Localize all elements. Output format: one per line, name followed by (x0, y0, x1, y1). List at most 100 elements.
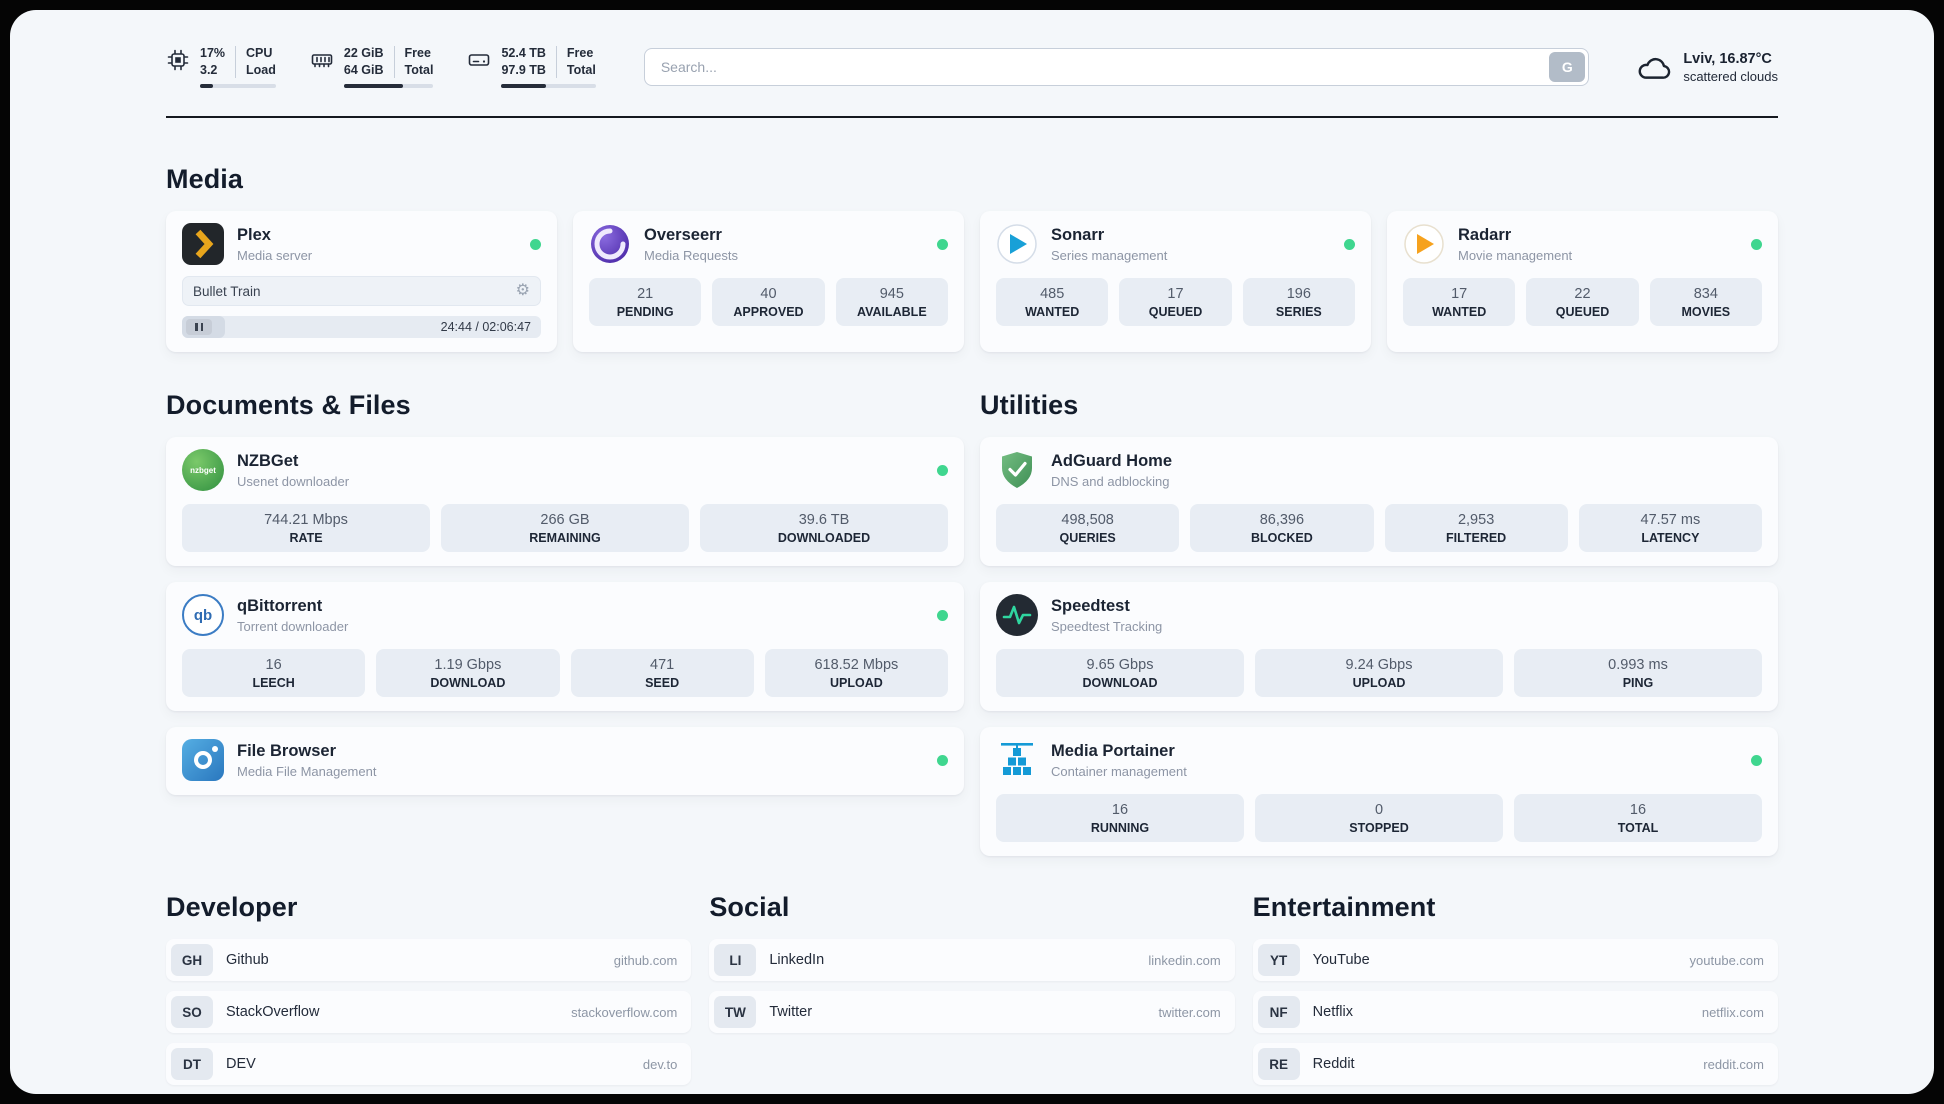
social-section-title: Social (709, 892, 790, 922)
cpu-metric: 17% 3.2 CPU Load (166, 45, 276, 89)
app-subtitle: Series management (1051, 247, 1168, 263)
stat-value: 945 (879, 286, 904, 302)
stat-label: AVAILABLE (856, 305, 927, 319)
stat-wanted: 485 WANTED (996, 278, 1109, 326)
app-card-radarr[interactable]: Radarr Movie management 17 WANTED 22 QUE… (1387, 211, 1778, 352)
nzbget-icon-text: nzbget (190, 465, 216, 475)
app-subtitle: Media Requests (644, 247, 738, 263)
disk-progress-track (501, 84, 596, 89)
ram-progress-fill (343, 84, 403, 89)
stat-label: SEED (645, 676, 680, 690)
search-input[interactable] (643, 48, 1590, 86)
weather-widget[interactable]: Lviv, 16.87°C scattered clouds (1637, 51, 1778, 84)
app-card-overseerr[interactable]: Overseerr Media Requests 21 PENDING 40 A… (573, 211, 964, 352)
section-social: Social LI LinkedIn linkedin.com TW Twitt… (709, 892, 1235, 1085)
bookmark-netflix[interactable]: NF Netflix netflix.com (1252, 991, 1778, 1033)
app-card-sonarr[interactable]: Sonarr Series management 485 WANTED 17 Q… (980, 211, 1371, 352)
disk-labels: Free Total (567, 46, 596, 78)
topbar-divider (166, 116, 1778, 118)
stat-label: BLOCKED (1250, 531, 1313, 545)
bookmark-name: YouTube (1312, 952, 1370, 968)
stat-value: 17 (1451, 286, 1468, 302)
stat-value: 618.52 Mbps (814, 657, 899, 673)
stat-movies: 834 MOVIES (1649, 278, 1762, 326)
stat-value: 266 GB (540, 512, 590, 528)
app-card-filebrowser[interactable]: File Browser Media File Management (166, 727, 964, 795)
ram-metric: 22 GiB 64 GiB Free Total (310, 45, 434, 89)
stat-label: DOWNLOAD (1082, 676, 1158, 690)
stat-running: 16 RUNNING (996, 794, 1244, 842)
app-card-portainer[interactable]: Media Portainer Container management 16 … (980, 727, 1778, 856)
app-card-nzbget[interactable]: nzbget NZBGet Usenet downloader 744.21 M… (166, 437, 964, 566)
ram-labels: Free Total (405, 46, 434, 78)
stat-label: UPLOAD (829, 676, 883, 690)
stat-value: 471 (650, 657, 675, 673)
search-engine-button[interactable]: G (1549, 52, 1586, 82)
bookmark-name: Netflix (1312, 1004, 1353, 1020)
stat-series: 196 SERIES (1242, 278, 1355, 326)
stat-label: PENDING (616, 305, 674, 319)
qbittorrent-icon-text: qb (193, 606, 213, 624)
bookmark-url: twitter.com (1158, 1004, 1221, 1020)
bookmark-linkedin[interactable]: LI LinkedIn linkedin.com (709, 939, 1235, 981)
bookmark-name: StackOverflow (226, 1004, 320, 1020)
stat-upload: 618.52 Mbps UPLOAD (764, 649, 948, 697)
stat-leech: 16 LEECH (182, 649, 366, 697)
disk-total: 97.9 TB (501, 62, 546, 77)
stat-upload: 9.24 Gbps UPLOAD (1255, 649, 1503, 697)
stat-label: WANTED (1432, 305, 1487, 319)
gear-icon[interactable]: ⚙ (515, 282, 530, 299)
bookmark-abbr: NF (1257, 996, 1300, 1028)
app-name: NZBGet (237, 451, 299, 470)
bookmark-stackoverflow[interactable]: SO StackOverflow stackoverflow.com (166, 991, 692, 1033)
stat-label: WANTED (1025, 305, 1080, 319)
app-subtitle: Container management (1051, 763, 1187, 779)
app-card-plex[interactable]: Plex Media server Bullet Train ⚙ 24:44 /… (166, 211, 557, 352)
section-developer: Developer GH Github github.com SO StackO… (166, 892, 692, 1085)
stat-rate: 744.21 Mbps RATE (182, 504, 430, 552)
bookmark-name: LinkedIn (769, 952, 825, 968)
stat-blocked: 86,396 BLOCKED (1190, 504, 1374, 552)
weather-location-temp: Lviv, 16.87°C (1683, 50, 1772, 67)
section-media: Media Plex Media server (166, 164, 1778, 352)
disk-values: 52.4 TB 97.9 TB (501, 46, 545, 78)
radarr-icon (1403, 223, 1445, 265)
bookmark-twitter[interactable]: TW Twitter twitter.com (709, 991, 1235, 1033)
stat-value: 744.21 Mbps (264, 512, 348, 528)
app-card-speedtest[interactable]: Speedtest Speedtest Tracking 9.65 Gbps D… (980, 582, 1778, 711)
bookmark-github[interactable]: GH Github github.com (166, 939, 692, 981)
status-online-dot (1751, 754, 1762, 766)
bookmark-name: Github (226, 952, 269, 968)
stat-value: 0.993 ms (1608, 657, 1668, 673)
stat-value: 39.6 TB (798, 512, 850, 528)
status-online-dot (937, 464, 948, 476)
cpu-label-2: Load (246, 62, 276, 77)
media-progress-bar[interactable]: 24:44 / 02:06:47 (182, 316, 541, 338)
documents-section-title: Documents & Files (166, 390, 411, 420)
utilities-section-title: Utilities (980, 390, 1079, 420)
stat-value: 16 (1111, 802, 1129, 818)
bookmark-dev[interactable]: DT DEV dev.to (166, 1043, 692, 1085)
portainer-icon (996, 739, 1038, 781)
pause-icon[interactable] (186, 319, 212, 335)
divider (393, 45, 395, 79)
adguard-icon (996, 449, 1038, 491)
bookmark-url: youtube.com (1689, 952, 1764, 968)
ram-label-1: Free (404, 45, 431, 60)
stat-label: LEECH (252, 676, 295, 690)
stat-pending: 21 PENDING (589, 278, 702, 326)
app-subtitle: DNS and adblocking (1051, 473, 1170, 489)
app-card-adguard[interactable]: AdGuard Home DNS and adblocking 498,508 … (980, 437, 1778, 566)
bookmark-youtube[interactable]: YT YouTube youtube.com (1252, 939, 1778, 981)
disk-free: 52.4 TB (501, 45, 546, 60)
plex-icon (182, 223, 224, 265)
app-card-qbittorrent[interactable]: qb qBittorrent Torrent downloader 16 LEE… (166, 582, 964, 711)
app-name: Sonarr (1051, 225, 1105, 244)
weather-text: Lviv, 16.87°C scattered clouds (1683, 51, 1778, 84)
stat-value: 9.65 Gbps (1086, 657, 1154, 673)
sonarr-icon (996, 223, 1038, 265)
stat-label: QUEUED (1555, 305, 1610, 319)
stat-seed: 471 SEED (570, 649, 754, 697)
ram-progress-track (343, 84, 434, 89)
bookmark-reddit[interactable]: RE Reddit reddit.com (1252, 1043, 1778, 1085)
